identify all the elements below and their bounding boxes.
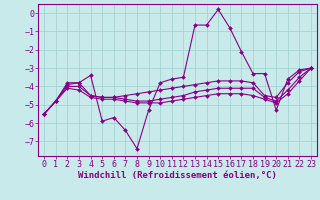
X-axis label: Windchill (Refroidissement éolien,°C): Windchill (Refroidissement éolien,°C) — [78, 171, 277, 180]
